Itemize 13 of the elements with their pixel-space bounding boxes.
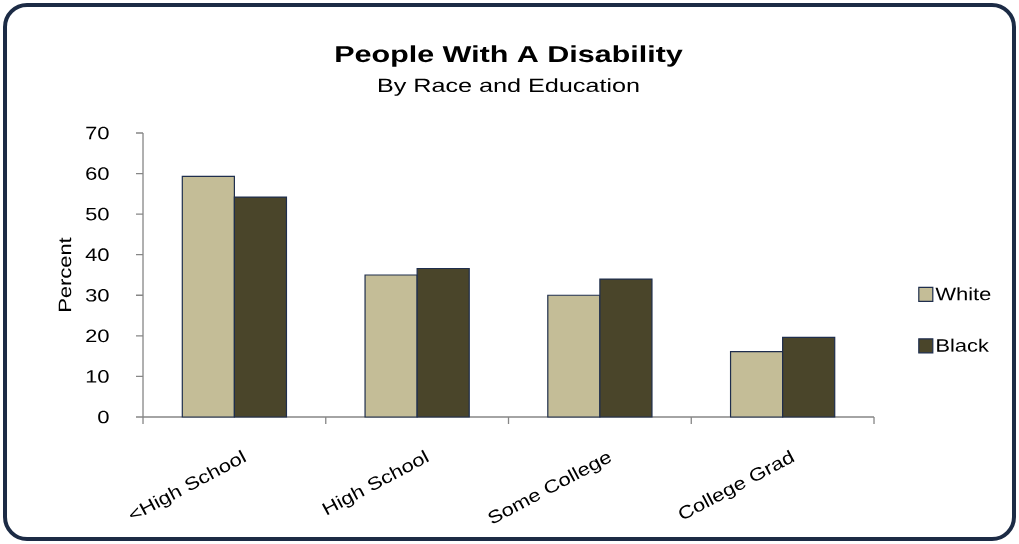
y-tick-label: 0 [98,410,109,424]
y-tick-label: 30 [85,288,109,302]
chart-title: People With A Disability [336,45,683,67]
y-tick-label: 60 [86,167,109,180]
y-tick-label: 50 [86,207,109,221]
y-tick-label: 40 [85,248,109,262]
y-axis-title: Percent [58,237,72,311]
y-tick-label: 20 [86,329,109,343]
legend-label: Black [937,338,989,352]
y-tick-label: 70 [86,126,109,140]
y-tick-label: 10 [86,370,109,383]
legend-label: White [935,287,991,301]
chart-subtitle: By Race and Education [379,78,639,96]
